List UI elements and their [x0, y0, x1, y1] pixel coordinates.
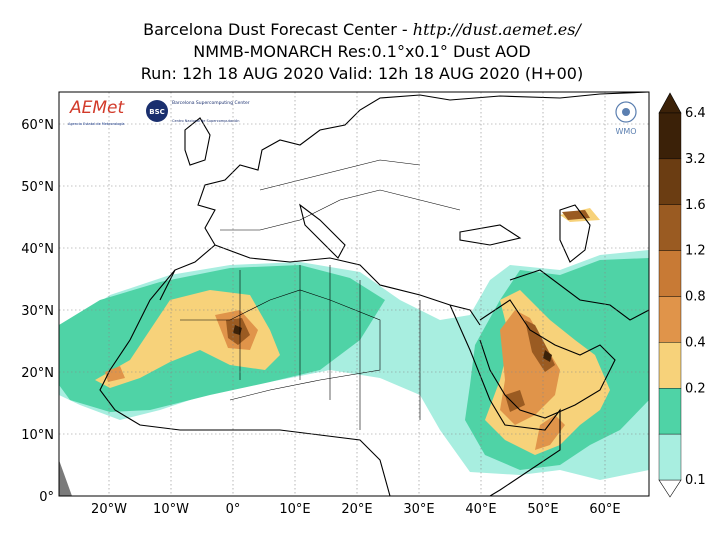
lat-label: 60°N [21, 118, 54, 133]
lon-label: 10°E [279, 502, 310, 517]
colorbar-label: 0.4 [685, 335, 706, 350]
lon-label: 20°W [91, 502, 127, 517]
lon-label: 30°E [403, 502, 434, 517]
wmo-emblem [615, 101, 637, 123]
colorbar-label: 6.4 [685, 106, 706, 121]
lon-label: 10°W [153, 502, 189, 517]
colorbar-segment [658, 433, 682, 481]
colorbar-label: 0.8 [685, 290, 706, 305]
wmo-logo: WMO [615, 101, 637, 136]
colorbar-label: 3.2 [685, 152, 706, 167]
title-url: http://dust.aemet.es/ [412, 20, 581, 39]
lon-label: 60°E [589, 502, 620, 517]
colorbar-label: 1.6 [685, 198, 706, 213]
colorbar-segment [658, 388, 682, 435]
title-line-1: Barcelona Dust Forecast Center - http://… [0, 19, 724, 40]
title-line-2: NMMB-MONARCH Res:0.1°x0.1° Dust AOD [193, 42, 531, 61]
nodata-corner [59, 460, 72, 496]
colorbar-top-extend [658, 92, 682, 114]
aemet-logo-text: AEMet [69, 98, 125, 118]
colorbar-bottom-extend [658, 479, 682, 498]
lat-label: 20°N [21, 366, 54, 381]
colorbar-segment [658, 250, 682, 297]
lat-label: 50°N [21, 180, 54, 195]
gridlines [59, 92, 649, 496]
colorbar-segment [658, 158, 682, 205]
colorbar-label: 1.2 [685, 244, 706, 259]
lon-label: 40°E [465, 502, 496, 517]
lat-label: 10°N [21, 428, 54, 443]
coastlines [99, 92, 649, 496]
wmo-emblem-core [622, 108, 630, 116]
lat-axis: 60°N 50°N 40°N 30°N 20°N 10°N 0° [21, 118, 54, 505]
lon-label: 0° [226, 502, 241, 517]
aemet-logo-subtext: Agencia Estatal de Meteorología [68, 122, 125, 126]
bsc-logo: BSC Barcelona Supercomputing Center Cent… [146, 100, 250, 123]
colorbar-segment [658, 342, 682, 389]
aemet-logo: AEMet Agencia Estatal de Meteorología [68, 98, 125, 126]
lat-label: 40°N [21, 242, 54, 257]
country-borders [180, 159, 461, 430]
colorbar-label: 0.1 [685, 473, 706, 488]
wmo-logo-text: WMO [615, 127, 636, 136]
bsc-logo-name: Barcelona Supercomputing Center [172, 100, 250, 106]
lon-label: 20°E [341, 502, 372, 517]
map-frame [58, 91, 650, 497]
bsc-logo-text: BSC [149, 108, 165, 116]
colorbar: 6.4 3.2 1.6 1.2 0.8 0.4 0.2 0.1 [658, 92, 706, 498]
dust-contour-0.8 [105, 310, 565, 450]
map-area [59, 92, 649, 496]
colorbar-segment [658, 296, 682, 343]
lat-label: 30°N [21, 304, 54, 319]
colorbar-segment [658, 204, 682, 251]
title-text: Barcelona Dust Forecast Center - [143, 20, 413, 39]
lon-label: 50°E [527, 502, 558, 517]
title-line-3: Run: 12h 18 AUG 2020 Valid: 12h 18 AUG 2… [140, 64, 584, 83]
colorbar-label: 0.2 [685, 381, 706, 396]
bsc-logo-circle [146, 100, 168, 122]
bsc-logo-subtext: Centro Nacional de Supercomputación [172, 119, 239, 123]
colorbar-segment [658, 112, 682, 160]
lat-label: 0° [39, 490, 54, 505]
lon-axis: 20°W 10°W 0° 10°E 20°E 30°E 40°E 50°E 60… [91, 502, 621, 517]
